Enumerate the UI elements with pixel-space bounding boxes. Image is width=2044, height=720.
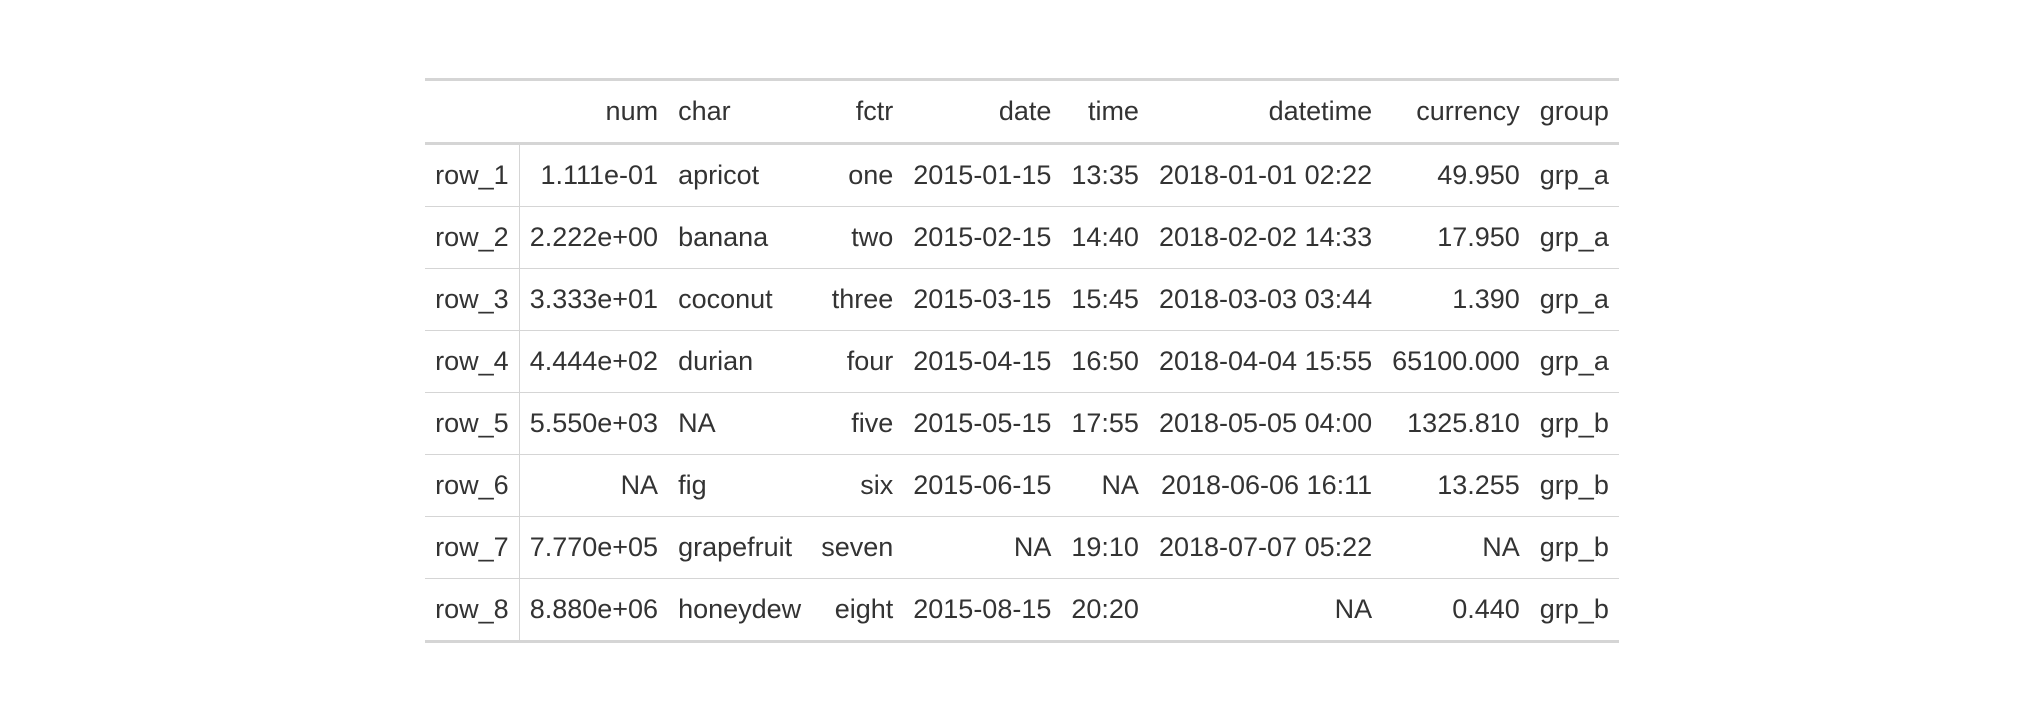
cell-num: 8.880e+06 bbox=[519, 578, 668, 641]
cell-datetime: 2018-05-05 04:00 bbox=[1149, 392, 1382, 454]
cell-fctr: three bbox=[811, 268, 903, 330]
cell-stub: row_6 bbox=[425, 454, 519, 516]
table-row: row_4 4.444e+02 durian four 2015-04-15 1… bbox=[425, 330, 1619, 392]
cell-char: grapefruit bbox=[668, 516, 811, 578]
cell-time: NA bbox=[1061, 454, 1149, 516]
cell-time: 16:50 bbox=[1061, 330, 1149, 392]
col-header-stub bbox=[425, 79, 519, 143]
cell-date: 2015-04-15 bbox=[903, 330, 1061, 392]
col-header-date: date bbox=[903, 79, 1061, 143]
cell-num: 1.111e-01 bbox=[519, 143, 668, 206]
cell-time: 19:10 bbox=[1061, 516, 1149, 578]
cell-group: grp_b bbox=[1530, 516, 1619, 578]
cell-char: durian bbox=[668, 330, 811, 392]
cell-currency: 13.255 bbox=[1382, 454, 1530, 516]
cell-datetime: 2018-04-04 15:55 bbox=[1149, 330, 1382, 392]
cell-char: coconut bbox=[668, 268, 811, 330]
cell-num: 4.444e+02 bbox=[519, 330, 668, 392]
cell-char: banana bbox=[668, 206, 811, 268]
col-header-datetime: datetime bbox=[1149, 79, 1382, 143]
cell-num: 5.550e+03 bbox=[519, 392, 668, 454]
col-header-num: num bbox=[519, 79, 668, 143]
cell-date: 2015-08-15 bbox=[903, 578, 1061, 641]
cell-fctr: five bbox=[811, 392, 903, 454]
cell-date: 2015-01-15 bbox=[903, 143, 1061, 206]
cell-time: 15:45 bbox=[1061, 268, 1149, 330]
cell-datetime: 2018-07-07 05:22 bbox=[1149, 516, 1382, 578]
cell-datetime: 2018-02-02 14:33 bbox=[1149, 206, 1382, 268]
cell-date: 2015-06-15 bbox=[903, 454, 1061, 516]
cell-stub: row_2 bbox=[425, 206, 519, 268]
cell-currency: 1.390 bbox=[1382, 268, 1530, 330]
cell-num: NA bbox=[519, 454, 668, 516]
cell-stub: row_8 bbox=[425, 578, 519, 641]
cell-fctr: one bbox=[811, 143, 903, 206]
cell-currency: 49.950 bbox=[1382, 143, 1530, 206]
cell-date: NA bbox=[903, 516, 1061, 578]
cell-num: 7.770e+05 bbox=[519, 516, 668, 578]
cell-group: grp_b bbox=[1530, 392, 1619, 454]
cell-stub: row_5 bbox=[425, 392, 519, 454]
cell-currency: 17.950 bbox=[1382, 206, 1530, 268]
cell-group: grp_a bbox=[1530, 143, 1619, 206]
table-row: row_8 8.880e+06 honeydew eight 2015-08-1… bbox=[425, 578, 1619, 641]
cell-fctr: six bbox=[811, 454, 903, 516]
col-header-group: group bbox=[1530, 79, 1619, 143]
cell-time: 13:35 bbox=[1061, 143, 1149, 206]
cell-stub: row_1 bbox=[425, 143, 519, 206]
col-header-currency: currency bbox=[1382, 79, 1530, 143]
col-header-fctr: fctr bbox=[811, 79, 903, 143]
cell-time: 17:55 bbox=[1061, 392, 1149, 454]
cell-currency: 1325.810 bbox=[1382, 392, 1530, 454]
table-row: row_7 7.770e+05 grapefruit seven NA 19:1… bbox=[425, 516, 1619, 578]
cell-group: grp_b bbox=[1530, 578, 1619, 641]
cell-stub: row_3 bbox=[425, 268, 519, 330]
cell-fctr: eight bbox=[811, 578, 903, 641]
cell-currency: 65100.000 bbox=[1382, 330, 1530, 392]
table-row: row_3 3.333e+01 coconut three 2015-03-15… bbox=[425, 268, 1619, 330]
cell-currency: NA bbox=[1382, 516, 1530, 578]
cell-datetime: NA bbox=[1149, 578, 1382, 641]
data-table-wrapper: num char fctr date time datetime currenc… bbox=[425, 78, 1619, 643]
cell-char: apricot bbox=[668, 143, 811, 206]
cell-char: NA bbox=[668, 392, 811, 454]
cell-num: 3.333e+01 bbox=[519, 268, 668, 330]
cell-date: 2015-02-15 bbox=[903, 206, 1061, 268]
table-row: row_2 2.222e+00 banana two 2015-02-15 14… bbox=[425, 206, 1619, 268]
cell-datetime: 2018-06-06 16:11 bbox=[1149, 454, 1382, 516]
cell-fctr: two bbox=[811, 206, 903, 268]
cell-datetime: 2018-03-03 03:44 bbox=[1149, 268, 1382, 330]
table-row: row_5 5.550e+03 NA five 2015-05-15 17:55… bbox=[425, 392, 1619, 454]
cell-char: fig bbox=[668, 454, 811, 516]
cell-currency: 0.440 bbox=[1382, 578, 1530, 641]
cell-group: grp_a bbox=[1530, 206, 1619, 268]
table-header-row: num char fctr date time datetime currenc… bbox=[425, 79, 1619, 143]
cell-datetime: 2018-01-01 02:22 bbox=[1149, 143, 1382, 206]
cell-group: grp_a bbox=[1530, 330, 1619, 392]
cell-char: honeydew bbox=[668, 578, 811, 641]
cell-stub: row_7 bbox=[425, 516, 519, 578]
col-header-char: char bbox=[668, 79, 811, 143]
cell-stub: row_4 bbox=[425, 330, 519, 392]
col-header-time: time bbox=[1061, 79, 1149, 143]
cell-date: 2015-05-15 bbox=[903, 392, 1061, 454]
cell-date: 2015-03-15 bbox=[903, 268, 1061, 330]
table-row: row_1 1.111e-01 apricot one 2015-01-15 1… bbox=[425, 143, 1619, 206]
cell-fctr: seven bbox=[811, 516, 903, 578]
cell-num: 2.222e+00 bbox=[519, 206, 668, 268]
table-row: row_6 NA fig six 2015-06-15 NA 2018-06-0… bbox=[425, 454, 1619, 516]
data-table: num char fctr date time datetime currenc… bbox=[425, 78, 1619, 643]
cell-time: 20:20 bbox=[1061, 578, 1149, 641]
cell-time: 14:40 bbox=[1061, 206, 1149, 268]
cell-group: grp_a bbox=[1530, 268, 1619, 330]
cell-fctr: four bbox=[811, 330, 903, 392]
cell-group: grp_b bbox=[1530, 454, 1619, 516]
